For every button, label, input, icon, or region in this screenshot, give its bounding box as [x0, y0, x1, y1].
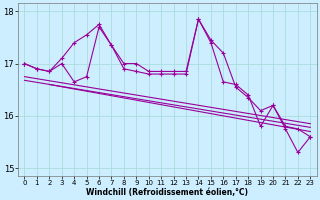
X-axis label: Windchill (Refroidissement éolien,°C): Windchill (Refroidissement éolien,°C) [86, 188, 248, 197]
